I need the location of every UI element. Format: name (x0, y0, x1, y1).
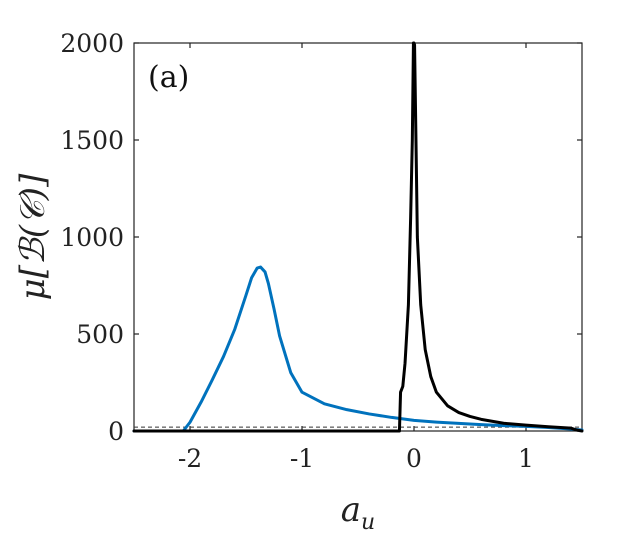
x-tick-label: -1 (290, 444, 314, 473)
tick-labels: -2 -1 0 1 0 500 1000 1500 2000 (60, 29, 534, 473)
series-layer (132, 41, 584, 433)
y-axis-label: μ[ℬ(𝒞)] (13, 173, 53, 300)
y-tick-label: 500 (76, 320, 124, 349)
x-tick-label: -2 (178, 444, 202, 473)
x-axis-label: au (341, 490, 375, 534)
x-tick-label: 0 (406, 444, 422, 473)
series-line-1 (132, 265, 584, 433)
panel-label: (a) (148, 60, 189, 95)
y-tick-label: 1000 (60, 223, 124, 252)
x-tick-label: 1 (518, 444, 534, 473)
y-tick-label: 0 (108, 417, 124, 446)
series-line-2 (132, 41, 584, 433)
y-tick-label: 1500 (60, 126, 124, 155)
y-tick-label: 2000 (60, 29, 124, 58)
